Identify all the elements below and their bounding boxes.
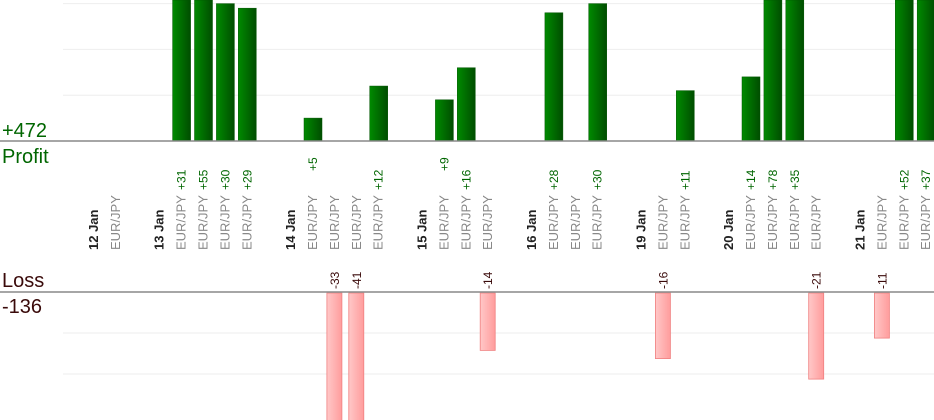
pair-label: EUR/JPY xyxy=(371,195,386,250)
profit-bar[interactable] xyxy=(435,99,454,142)
pair-label: EUR/JPY xyxy=(590,195,605,250)
pair-label: EUR/JPY xyxy=(239,195,254,250)
profit-bar[interactable] xyxy=(194,0,213,142)
pair-label: EUR/JPY xyxy=(655,195,670,250)
pair-label: EUR/JPY xyxy=(349,195,364,250)
profit-value-label: +30 xyxy=(591,169,605,190)
pair-label: EUR/JPY xyxy=(677,195,692,250)
profit-value-label: +5 xyxy=(306,157,320,171)
profit-bar[interactable] xyxy=(916,0,934,142)
profit-bar[interactable] xyxy=(303,117,323,142)
profit-value-label: +78 xyxy=(766,169,780,190)
date-label: 21 Jan xyxy=(853,209,868,250)
profit-bar[interactable] xyxy=(741,76,761,142)
pair-label: EUR/JPY xyxy=(480,195,495,250)
pair-label: EUR/JPY xyxy=(874,195,889,250)
loss-value-label: -14 xyxy=(481,271,495,289)
profit-value-label: +35 xyxy=(788,169,802,190)
profit-value-label: +16 xyxy=(459,169,473,190)
pair-label: EUR/JPY xyxy=(546,195,561,250)
pair-label: EUR/JPY xyxy=(787,195,802,250)
pair-label: EUR/JPY xyxy=(108,195,123,250)
profit-bar[interactable] xyxy=(216,3,235,142)
loss-bar[interactable] xyxy=(808,292,825,380)
profit-bar[interactable] xyxy=(172,0,191,142)
loss-bar[interactable] xyxy=(655,292,671,359)
profit-value-label: +55 xyxy=(197,169,211,190)
profit-value-label: +9 xyxy=(437,157,451,171)
pair-label: EUR/JPY xyxy=(896,195,911,250)
pair-label: EUR/JPY xyxy=(327,195,342,250)
loss-value-label: -16 xyxy=(656,271,670,289)
profit-value-label: +28 xyxy=(547,169,561,190)
loss-value-label: -21 xyxy=(810,271,824,289)
pair-label: EUR/JPY xyxy=(436,195,451,250)
profit-total: +472 xyxy=(2,120,47,142)
pair-label: EUR/JPY xyxy=(458,195,473,250)
date-label: 14 Jan xyxy=(283,209,298,250)
loss-bar[interactable] xyxy=(479,292,496,351)
loss-bar[interactable] xyxy=(326,292,343,420)
profit-value-label: +30 xyxy=(218,169,232,190)
loss-value-label: -41 xyxy=(350,271,364,289)
labels: 12 Jan EUR/JPY 13 Jan EUR/JPY +31 EUR/JPY +55 E… xyxy=(86,157,933,289)
date-label: 19 Jan xyxy=(634,209,649,250)
date-label: 20 Jan xyxy=(721,209,736,250)
loss-total: -136 xyxy=(2,296,42,318)
pair-label: EUR/JPY xyxy=(196,195,211,250)
date-label: 12 Jan xyxy=(86,209,101,250)
profit-value-label: +37 xyxy=(919,169,933,190)
loss-bar[interactable] xyxy=(874,292,890,339)
profit-bar[interactable] xyxy=(588,3,607,142)
profit-value-label: +11 xyxy=(678,170,692,190)
loss-label: Loss xyxy=(2,270,44,292)
pair-label: EUR/JPY xyxy=(174,195,189,250)
pair-label: EUR/JPY xyxy=(743,195,758,250)
profit-bar[interactable] xyxy=(457,67,476,142)
pair-label: EUR/JPY xyxy=(918,195,933,250)
pair-label: EUR/JPY xyxy=(305,195,320,250)
profit-bar[interactable] xyxy=(895,0,914,142)
profit-value-label: +31 xyxy=(175,169,189,190)
profit-bar[interactable] xyxy=(785,0,805,142)
profit-value-label: +52 xyxy=(897,169,911,190)
profit-bar[interactable] xyxy=(763,0,783,142)
bars xyxy=(172,0,934,420)
pair-label: EUR/JPY xyxy=(809,195,824,250)
profit-bar[interactable] xyxy=(676,90,695,142)
loss-value-label: -33 xyxy=(328,271,342,289)
profit-bar[interactable] xyxy=(544,12,564,142)
pair-label: EUR/JPY xyxy=(217,195,232,250)
profit-value-label: +12 xyxy=(372,169,386,190)
profit-value-label: +14 xyxy=(744,169,758,190)
loss-bar[interactable] xyxy=(348,292,365,420)
pair-label: EUR/JPY xyxy=(765,195,780,250)
profit-label: Profit xyxy=(2,146,49,168)
profit-value-label: +29 xyxy=(240,169,254,190)
date-label: 15 Jan xyxy=(415,209,430,250)
date-label: 16 Jan xyxy=(524,209,539,250)
profit-bar[interactable] xyxy=(238,7,257,142)
date-label: 13 Jan xyxy=(152,209,167,250)
pair-label: EUR/JPY xyxy=(568,195,583,250)
loss-value-label: -11 xyxy=(875,272,889,289)
profit-bar[interactable] xyxy=(369,85,388,142)
